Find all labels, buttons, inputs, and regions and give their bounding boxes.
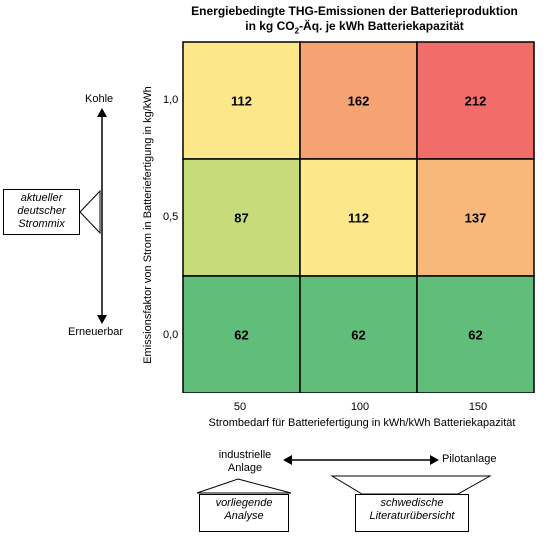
literature-pointer <box>330 475 492 495</box>
heatmap-cell <box>416 275 535 393</box>
box-schwedische-literatur: schwedische Literaturübersicht <box>355 494 469 532</box>
heatmap-cell <box>182 158 301 277</box>
cell-value-label: 62 <box>351 328 365 343</box>
cell-value-label: 112 <box>231 94 252 109</box>
cell-value-label: 62 <box>234 328 248 343</box>
cell-value-label: 137 <box>465 211 487 226</box>
heatmap-cell <box>299 158 418 277</box>
label-kohle: Kohle <box>85 93 114 105</box>
label-industrielle-anlage: industrielle Anlage <box>218 449 272 474</box>
heatmap-grid: 112 162 212 87 112 137 62 62 62 <box>182 41 535 393</box>
x-tick-label: 150 <box>468 401 488 413</box>
heatmap-cell <box>416 41 535 160</box>
label-erneuerbar: Erneuerbar <box>68 326 124 338</box>
heatmap-cell <box>299 41 418 160</box>
chart-title-line2: in kg CO2-Äq. je kWh Batteriekapazität <box>245 19 464 36</box>
current-mix-label: aktueller deutscher Strommix <box>3 189 80 235</box>
cell-value-label: 87 <box>234 211 248 226</box>
analysis-pointer <box>196 478 292 494</box>
horizontal-double-arrow <box>283 455 439 465</box>
label-pilotanlage: Pilotanlage <box>442 453 497 465</box>
box-vorliegende-analyse: vorliegende Analyse <box>199 494 289 532</box>
x-axis-title: Strombedarf für Batteriefertigung in kWh… <box>208 417 516 429</box>
cell-value-label: 212 <box>465 94 487 109</box>
cell-value-label: 62 <box>468 328 482 343</box>
y-tick-label: 1,0 <box>163 94 179 106</box>
y-axis-title: Emissionsfaktor von Strom in Batteriefer… <box>142 86 154 364</box>
chart-title-line1: Energiebedingte THG-Emissionen der Batte… <box>191 4 518 18</box>
heatmap-cell <box>182 275 301 393</box>
x-tick-label: 100 <box>350 401 370 413</box>
y-tick-label: 0,0 <box>163 329 179 341</box>
current-mix-pointer <box>79 189 101 235</box>
chart-title: Energiebedingte THG-Emissionen der Batte… <box>182 4 527 38</box>
y-tick-label: 0,5 <box>163 211 179 223</box>
cell-value-label: 112 <box>348 211 369 226</box>
cell-value-label: 162 <box>348 94 370 109</box>
vertical-double-arrow <box>97 108 107 324</box>
heatmap-cell <box>182 41 301 160</box>
heatmap-cell <box>416 158 535 277</box>
x-tick-label: 50 <box>233 401 247 413</box>
